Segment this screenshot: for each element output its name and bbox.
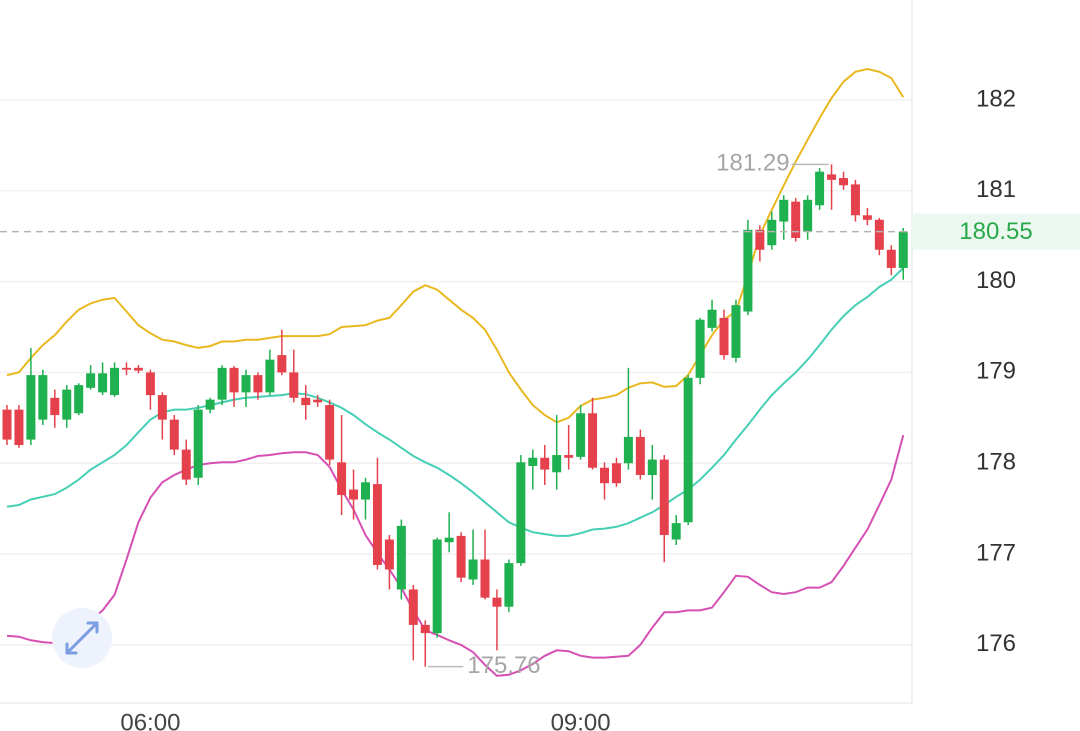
candle-body <box>277 355 287 373</box>
candle-body <box>145 372 155 396</box>
candle-body <box>611 463 621 484</box>
candle-body <box>133 367 143 371</box>
candle-body <box>576 413 586 457</box>
candle-body <box>719 317 729 356</box>
y-tick-label: 181 <box>976 176 1016 203</box>
y-tick-label: 176 <box>976 630 1016 657</box>
candle-body <box>623 436 633 464</box>
candle-body <box>361 482 370 500</box>
candle-body <box>827 174 837 180</box>
candle-body <box>313 399 323 403</box>
plot-layer: 176 177 178 179 180 181 182 06:00 09:00 180.55 181… <box>0 67 1080 731</box>
candle-body <box>217 367 227 400</box>
y-tick-label: 180 <box>976 267 1016 294</box>
candle-body <box>98 373 108 393</box>
candle-body <box>384 539 394 570</box>
candle-body <box>372 484 382 565</box>
candle-body <box>50 397 60 416</box>
candle-body <box>564 455 574 458</box>
expand-button[interactable] <box>52 608 112 668</box>
candle-body <box>444 537 454 543</box>
band-line <box>6 434 905 677</box>
candle-body <box>803 199 813 232</box>
candle-body <box>600 467 609 484</box>
candle-body <box>850 184 860 216</box>
candle-body <box>110 367 120 396</box>
candle-body <box>193 409 203 478</box>
band-line <box>6 67 905 424</box>
candle-body <box>337 462 347 496</box>
candle-body <box>504 563 514 607</box>
candle-body <box>755 229 765 250</box>
candle-body <box>886 249 896 268</box>
candle-body <box>659 459 669 535</box>
candle-body <box>683 377 693 523</box>
candle-body <box>862 215 872 220</box>
candle-body <box>874 219 884 250</box>
candle-body <box>647 459 657 476</box>
candle-body <box>898 231 908 268</box>
candle-body <box>695 319 705 378</box>
candle-body <box>552 455 562 473</box>
low-annotation-label: 175.76 <box>467 652 540 679</box>
candle-body <box>205 399 215 410</box>
last-price-label: 180.55 <box>959 218 1032 245</box>
candle-body <box>38 375 48 420</box>
candle-body <box>707 309 717 328</box>
candle-body <box>492 597 502 607</box>
candle-body <box>289 372 299 398</box>
candle-body <box>157 395 167 420</box>
candle-body <box>26 375 36 440</box>
candle-body <box>731 305 741 358</box>
candle-body <box>420 624 430 634</box>
candle-body <box>169 419 179 450</box>
candle-body <box>839 178 848 186</box>
candle-body <box>743 229 753 312</box>
candle-body <box>779 199 789 222</box>
candle-body <box>122 367 131 370</box>
candle-body <box>815 171 825 206</box>
candle-body <box>468 559 478 580</box>
candle-body <box>349 489 359 500</box>
candle-body <box>396 525 406 590</box>
candle-body <box>408 589 418 625</box>
candle-body <box>325 405 335 460</box>
candle-body <box>635 436 645 476</box>
candle-body <box>229 367 239 393</box>
candle-body <box>241 375 251 393</box>
candle-body <box>540 457 550 470</box>
candle-body <box>480 559 490 598</box>
candle-body <box>671 523 681 540</box>
y-tick-label: 182 <box>976 85 1016 112</box>
band-line <box>6 267 905 537</box>
candle-body <box>74 385 84 414</box>
candle-body <box>265 359 275 393</box>
candle-body <box>791 201 801 238</box>
y-tick-label: 179 <box>976 358 1016 385</box>
y-tick-label: 177 <box>976 539 1016 566</box>
candle-body <box>62 389 72 420</box>
candle-body <box>301 397 311 406</box>
candle-body <box>432 539 442 634</box>
candle-body <box>253 375 263 393</box>
candle-body <box>528 457 538 466</box>
high-annotation-label: 181.29 <box>716 150 789 177</box>
candle-body <box>588 413 598 468</box>
expand-icon[interactable] <box>65 621 99 655</box>
candle-body <box>181 449 191 480</box>
y-tick-label: 178 <box>976 449 1016 476</box>
x-tick-label: 09:00 <box>551 709 611 731</box>
x-tick-label: 06:00 <box>120 709 180 731</box>
last-price-tag <box>912 213 1080 250</box>
candle-body <box>456 535 466 578</box>
candle-body <box>2 409 12 440</box>
candle-body <box>86 373 96 388</box>
candle-body <box>516 462 526 564</box>
candle-body <box>14 409 24 446</box>
candle-body <box>767 219 777 246</box>
